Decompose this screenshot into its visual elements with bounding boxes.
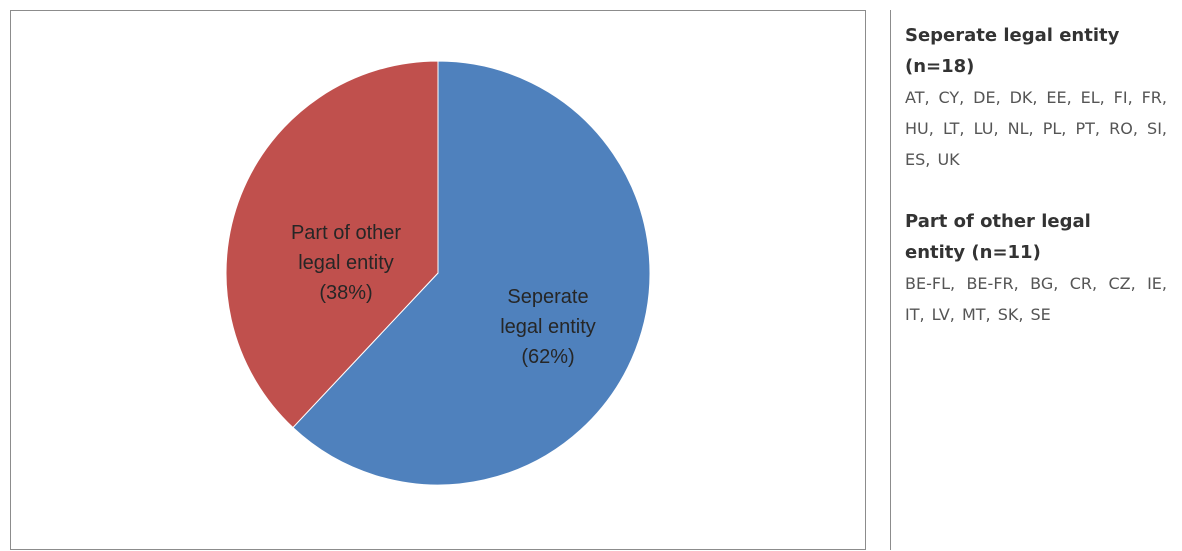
pie-slice-seperate-legal-entity: [292, 60, 651, 486]
pie-slice-part-of-other-legal-entity: [225, 60, 439, 429]
legend-group-title: Seperate legal entity (n=18): [905, 25, 1120, 77]
pie-slice-label: Part of other legal entity (38%): [291, 222, 401, 304]
legend-group-seperate: Seperate legal entity (n=18) AT, CY, DE,…: [905, 20, 1182, 175]
chart-frame: Seperate legal entity (62%) Part of other le…: [10, 10, 866, 550]
pie-chart: Seperate legal entity (62%) Part of other le…: [225, 60, 651, 486]
pie-slice-label: Seperate legal entity (62%): [500, 286, 596, 368]
legend-group-members: BE-FL, BE-FR, BG, CR, CZ, IE, IT, LV, MT…: [905, 274, 1167, 324]
legend-group-part-of-other: Part of other legal entity (n=11) BE-FL,…: [905, 206, 1182, 330]
legend-group-title: Part of other legal entity (n=11): [905, 211, 1091, 263]
legend-panel: Seperate legal entity (n=18) AT, CY, DE,…: [890, 10, 1182, 550]
legend-group-members: AT, CY, DE, DK, EE, EL, FI, FR, HU, LT, …: [905, 88, 1167, 169]
